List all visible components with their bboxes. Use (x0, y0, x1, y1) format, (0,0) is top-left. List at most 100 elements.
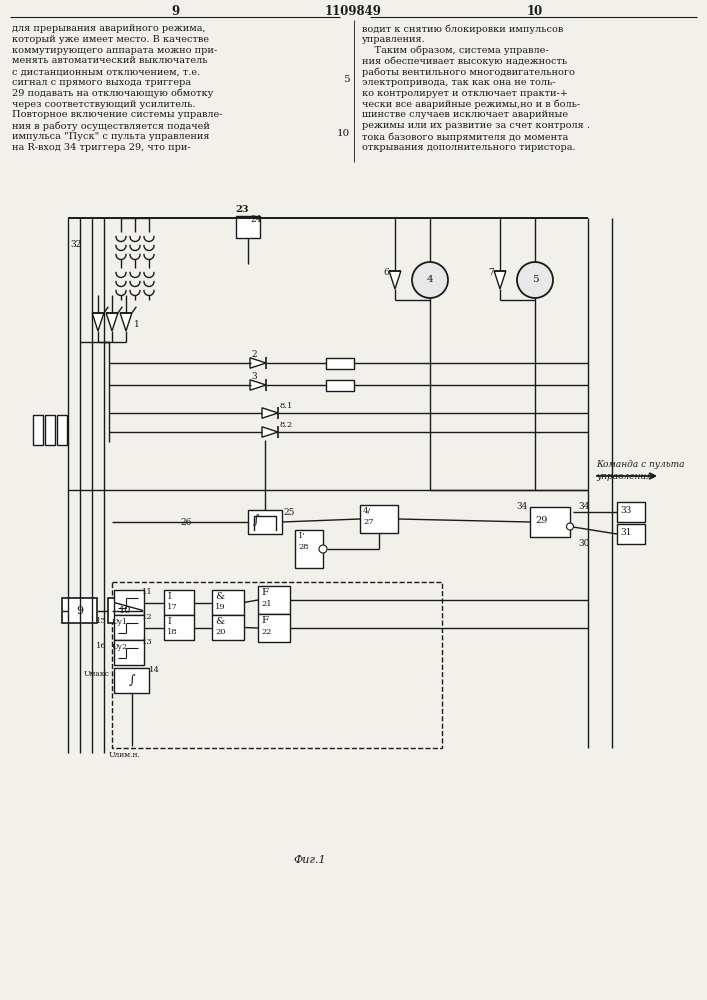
Bar (45, 415, 55, 445)
Text: 19: 19 (215, 603, 226, 611)
Text: 12: 12 (142, 613, 153, 621)
Text: ния обеспечивает высокую надежность: ния обеспечивает высокую надежность (362, 56, 567, 66)
Polygon shape (262, 427, 278, 437)
Text: тока базового выпрямителя до момента: тока базового выпрямителя до момента (362, 132, 568, 141)
Text: 31: 31 (620, 528, 631, 537)
Text: 3: 3 (251, 372, 257, 381)
Bar (164, 615, 194, 640)
Text: F: F (261, 616, 268, 625)
Bar (33, 415, 43, 445)
Text: Фиг.1: Фиг.1 (293, 855, 327, 865)
Text: 8.1: 8.1 (280, 402, 293, 410)
Text: 27: 27 (363, 518, 373, 526)
Text: &: & (215, 592, 224, 601)
Text: 29: 29 (535, 516, 547, 525)
Bar (236, 216, 260, 238)
Circle shape (412, 262, 448, 298)
Bar (114, 615, 144, 640)
Text: 26: 26 (180, 518, 192, 527)
Text: 9: 9 (171, 5, 179, 18)
Text: Uу2: Uу2 (112, 643, 128, 651)
Text: 1: 1 (134, 320, 140, 329)
Text: 2: 2 (251, 350, 257, 359)
Polygon shape (250, 380, 266, 390)
Text: для прерывания аварийного режима,: для прерывания аварийного режима, (12, 24, 206, 33)
Text: 34: 34 (578, 502, 590, 511)
Text: 7: 7 (488, 268, 493, 277)
Text: который уже имеет место. В качестве: который уже имеет место. В качестве (12, 35, 209, 44)
Polygon shape (106, 313, 118, 331)
Bar (114, 668, 149, 693)
Text: через соответствующий усилитель.: через соответствующий усилитель. (12, 100, 196, 109)
Bar (258, 586, 290, 614)
Text: сигнал с прямого выхода триггера: сигнал с прямого выхода триггера (12, 78, 191, 87)
Text: импульса "Пуск" с пульта управления: импульса "Пуск" с пульта управления (12, 132, 209, 141)
Text: 24: 24 (250, 215, 262, 224)
Text: шинстве случаев исключает аварийные: шинстве случаев исключает аварийные (362, 110, 568, 119)
Bar (617, 524, 645, 544)
Bar (108, 598, 143, 623)
Text: ∫: ∫ (253, 514, 259, 527)
Text: 25: 25 (283, 508, 295, 517)
Bar (57, 415, 67, 445)
Polygon shape (389, 271, 401, 289)
Text: 4: 4 (427, 275, 433, 284)
Text: Команда с пульта: Команда с пульта (596, 460, 684, 469)
Polygon shape (262, 408, 278, 418)
Bar (114, 640, 144, 665)
Text: 8.2: 8.2 (280, 421, 293, 429)
Text: коммутирующего аппарата можно при-: коммутирующего аппарата можно при- (12, 46, 217, 55)
Text: на R-вход 34 триггера 29, что при-: на R-вход 34 триггера 29, что при- (12, 143, 191, 152)
Bar (295, 530, 323, 568)
Bar (164, 590, 194, 615)
Text: режимы или их развитие за счет контроля .: режимы или их развитие за счет контроля … (362, 121, 590, 130)
Text: 6: 6 (383, 268, 389, 277)
Text: 29 подавать на отключающую обмотку: 29 подавать на отключающую обмотку (12, 89, 214, 98)
Text: 1': 1' (298, 532, 305, 540)
Bar (248, 510, 282, 534)
Text: 32: 32 (70, 240, 81, 249)
Polygon shape (92, 313, 104, 331)
Circle shape (566, 523, 573, 530)
Bar (258, 614, 290, 642)
Text: 22: 22 (261, 628, 271, 636)
Text: с дистанционным отключением, т.е.: с дистанционным отключением, т.е. (12, 67, 200, 76)
Text: 11: 11 (142, 588, 153, 596)
Text: I: I (167, 617, 170, 626)
Text: 10: 10 (527, 5, 543, 18)
Text: 21: 21 (261, 600, 271, 608)
Bar (617, 502, 645, 522)
Bar (212, 615, 244, 640)
Circle shape (517, 262, 553, 298)
Bar (212, 590, 244, 615)
Text: 5: 5 (532, 275, 538, 284)
Text: Таким образом, система управле-: Таким образом, система управле- (362, 46, 549, 55)
Text: 4/: 4/ (363, 507, 371, 515)
Polygon shape (250, 358, 266, 368)
Text: 1109849: 1109849 (325, 5, 382, 18)
Bar (326, 379, 354, 390)
Text: Uмакс: Uмакс (84, 670, 110, 678)
Bar (360, 505, 398, 533)
Bar (114, 590, 144, 615)
Bar (530, 507, 570, 537)
Text: водит к снятию блокировки импульсов: водит к снятию блокировки импульсов (362, 24, 563, 33)
Text: 9: 9 (76, 605, 83, 615)
Text: открывания дополнительного тиристора.: открывания дополнительного тиристора. (362, 143, 575, 152)
Text: 17: 17 (167, 603, 177, 611)
Text: 10: 10 (337, 129, 350, 138)
Text: менять автоматический выключатель: менять автоматический выключатель (12, 56, 207, 65)
Text: ния в работу осуществляется подачей: ния в работу осуществляется подачей (12, 121, 210, 131)
Text: 16: 16 (96, 642, 107, 650)
Text: I: I (167, 592, 170, 601)
Polygon shape (120, 313, 132, 331)
Text: 33: 33 (620, 506, 631, 515)
Text: 23: 23 (235, 205, 248, 214)
Bar (112, 582, 442, 748)
Text: Uу1: Uу1 (112, 618, 128, 626)
Text: работы вентильного многодвигательного: работы вентильного многодвигательного (362, 67, 575, 77)
Polygon shape (494, 271, 506, 289)
Text: ко контролирует и отключает практи-+: ко контролирует и отключает практи-+ (362, 89, 568, 98)
Text: чески все аварийные режимы,но и в боль-: чески все аварийные режимы,но и в боль- (362, 100, 580, 109)
Text: 5: 5 (344, 75, 350, 84)
